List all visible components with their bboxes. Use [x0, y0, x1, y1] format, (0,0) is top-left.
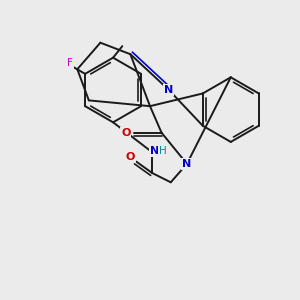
Text: F: F [67, 58, 73, 68]
Text: H: H [159, 146, 167, 156]
Text: N: N [164, 85, 173, 95]
Text: N: N [182, 159, 191, 169]
Text: N: N [150, 146, 159, 156]
Text: O: O [126, 152, 135, 162]
Text: O: O [121, 128, 130, 138]
